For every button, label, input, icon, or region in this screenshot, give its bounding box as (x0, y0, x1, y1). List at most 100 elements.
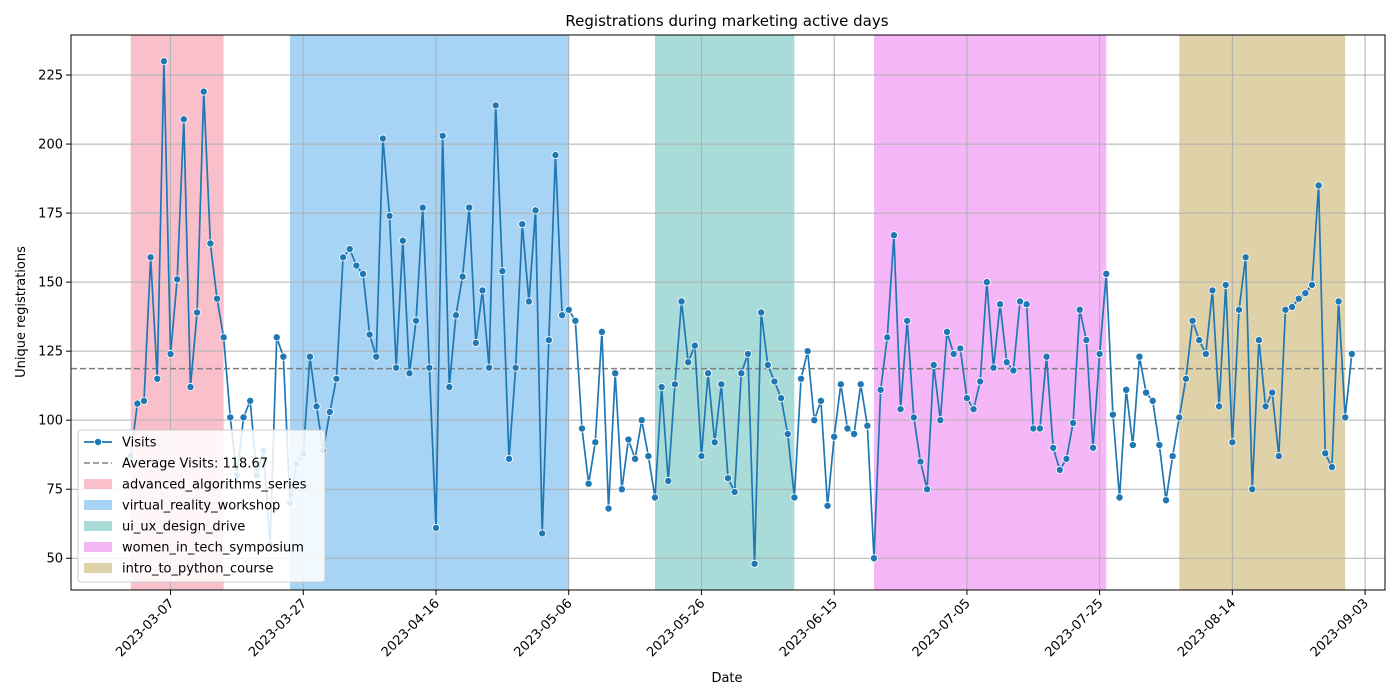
data-point (1095, 349, 1104, 358)
data-point (690, 341, 699, 350)
data-point (1274, 452, 1283, 461)
data-point (1314, 181, 1323, 190)
data-point (836, 380, 845, 389)
data-point (664, 476, 673, 485)
data-point (166, 349, 175, 358)
data-point (624, 435, 633, 444)
data-point (425, 363, 434, 372)
data-point (358, 269, 367, 278)
y-axis-title: Unique registrations (14, 246, 29, 378)
data-point (1235, 305, 1244, 314)
legend-swatch-women_in_tech_symposium (84, 542, 112, 552)
data-point (876, 385, 885, 394)
data-point (558, 311, 567, 320)
data-point (1162, 496, 1171, 505)
chart-title: Registrations during marketing active da… (565, 12, 888, 30)
data-point (1035, 424, 1044, 433)
legend-swatch-advanced_algorithms_series (84, 479, 112, 489)
data-point (1241, 253, 1250, 262)
data-point (604, 504, 613, 513)
data-point (339, 253, 348, 262)
data-point (982, 278, 991, 287)
data-point (584, 479, 593, 488)
y-tick-label: 150 (38, 276, 63, 291)
data-point (651, 493, 660, 502)
data-point (1195, 336, 1204, 345)
data-point (445, 383, 454, 392)
data-point (212, 294, 221, 303)
data-point (916, 457, 925, 466)
data-point (909, 413, 918, 422)
campaign-bands (130, 35, 1346, 590)
data-point (186, 383, 195, 392)
data-point (1221, 280, 1230, 289)
data-point (724, 474, 733, 483)
data-point (810, 416, 819, 425)
data-point (1075, 305, 1084, 314)
data-point (372, 352, 381, 361)
data-point (1115, 493, 1124, 502)
data-point (365, 330, 374, 339)
data-point (591, 438, 600, 447)
data-point (551, 151, 560, 160)
legend-label-intro_to_python_course: intro_to_python_course (122, 562, 273, 577)
data-point (153, 374, 162, 383)
data-point (1029, 424, 1038, 433)
data-point (1327, 463, 1336, 472)
data-point (936, 416, 945, 425)
data-point (1069, 418, 1078, 427)
data-point (564, 305, 573, 314)
legend-label-visits: Visits (122, 436, 157, 451)
data-point (139, 396, 148, 405)
y-tick-label: 75 (46, 483, 63, 498)
data-point (352, 261, 361, 270)
data-point (1228, 438, 1237, 447)
data-point (1254, 336, 1263, 345)
data-point (1321, 449, 1330, 458)
data-point (199, 87, 208, 96)
data-point (431, 523, 440, 532)
campaign-band-intro_to_python_course (1179, 35, 1346, 590)
y-tick-label: 100 (38, 414, 63, 429)
data-point (173, 275, 182, 284)
data-point (1175, 413, 1184, 422)
data-point (305, 352, 314, 361)
data-point (578, 424, 587, 433)
data-point (1128, 441, 1137, 450)
data-point (412, 316, 421, 325)
data-point (325, 407, 334, 416)
data-point (1181, 374, 1190, 383)
campaign-band-ui_ux_design_drive (655, 35, 795, 590)
data-point (438, 131, 447, 140)
data-point (783, 429, 792, 438)
data-point (1108, 410, 1117, 419)
legend: Visits Average Visits: 118.67 advanced_alg… (77, 429, 326, 583)
data-point (1102, 269, 1111, 278)
data-point (531, 206, 540, 215)
data-point (491, 101, 500, 110)
legend-swatch-ui_ux_design_drive (84, 521, 112, 531)
data-point (206, 239, 215, 248)
data-point (485, 363, 494, 372)
data-point (704, 369, 713, 378)
data-point (524, 297, 533, 306)
data-point (146, 253, 155, 262)
data-point (730, 487, 739, 496)
legend-label-ui_ux_design_drive: ui_ux_design_drive (122, 520, 245, 535)
data-point (830, 432, 839, 441)
data-point (332, 374, 341, 383)
data-point (478, 286, 487, 295)
data-point (511, 363, 520, 372)
y-tick-label: 50 (46, 552, 63, 567)
data-point (385, 211, 394, 220)
data-point (1049, 443, 1058, 452)
data-point (1248, 485, 1257, 494)
data-point (1188, 316, 1197, 325)
campaign-band-virtual_reality_workshop (290, 35, 569, 590)
data-point (770, 377, 779, 386)
data-point (962, 394, 971, 403)
x-tick-label: 2023-06-15 (777, 596, 841, 660)
x-tick-label: 2023-07-05 (910, 596, 974, 660)
data-point (179, 115, 188, 124)
data-point (1308, 280, 1317, 289)
